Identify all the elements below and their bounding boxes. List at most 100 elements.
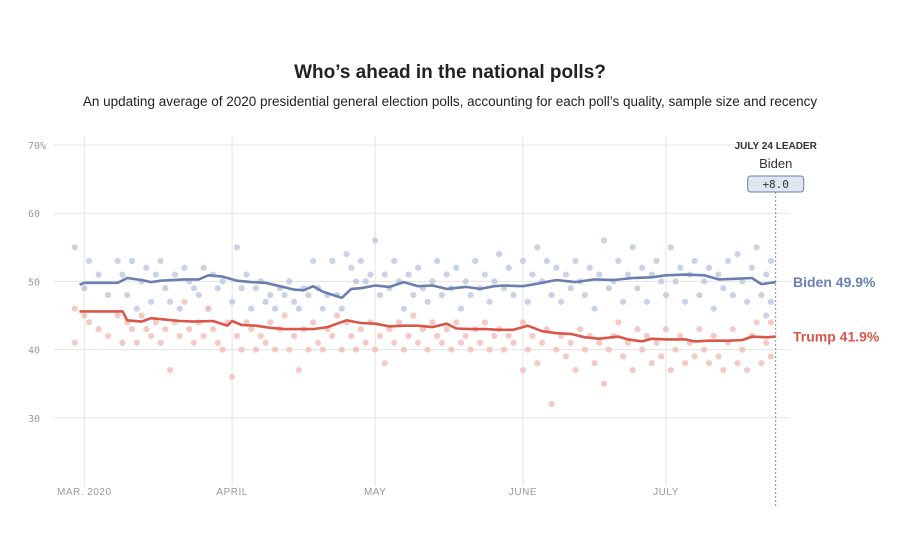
biden-poll-dot [329,257,336,265]
biden-poll-dot [348,264,355,271]
trump-poll-dot [376,332,384,340]
leader-marker[interactable]: JULY 24 LEADER Biden +8.0 [735,141,818,506]
biden-poll-dot [124,291,131,299]
trump-poll-dot [758,360,765,367]
trump-poll-dot [710,332,717,340]
biden-poll-dot [286,278,293,285]
trump-poll-dot [763,339,770,346]
trump-poll-dot [491,332,498,340]
trump-poll-dot [186,326,193,333]
trump-poll-dot [310,319,317,326]
biden-poll-dot [81,285,88,292]
biden-poll-dot [739,278,746,285]
trump-poll-dot [481,319,488,326]
trump-poll-dot [443,326,450,333]
biden-poll-dot [381,271,388,278]
biden-poll-dot [696,291,703,299]
trump-poll-dot [715,353,722,360]
biden-poll-dot [457,305,465,312]
trump-poll-dot [538,339,546,346]
biden-poll-dot [481,271,488,278]
biden-poll-dot [376,291,384,299]
biden-poll-dot [85,257,93,265]
trump-poll-dot [672,346,679,353]
biden-poll-dot [281,291,288,299]
leader-margin-value: +8.0 [762,178,789,191]
trump-poll-dot [624,339,631,346]
biden-poll-dot [176,305,183,312]
trump-poll-dot [519,366,527,374]
trump-poll-dot [405,332,412,340]
trump-poll-dot [658,353,665,360]
trump-poll-dot [524,346,531,353]
trump-final-label: Trump 41.9% [793,329,880,345]
biden-poll-dot [462,278,469,285]
trump-poll-dot [348,332,355,340]
trump-poll-dot [167,366,174,374]
biden-trend-line[interactable] [79,273,776,300]
trump-poll-dot [229,373,236,380]
trump-poll-dot [143,326,150,333]
trump-poll-dot [176,332,183,340]
trump-poll-dot [214,339,221,346]
trump-poll-dot [400,346,407,353]
biden-poll-dot [763,271,770,278]
biden-final-label: Biden 49.9% [793,274,876,290]
biden-poll-dot [681,298,689,305]
y-tick-label: 30 [28,414,40,425]
biden-poll-dot [119,271,126,278]
biden-poll-dot [615,257,622,265]
biden-poll-dot [763,312,770,319]
biden-poll-dot [634,285,641,292]
trump-poll-dot [372,346,379,353]
biden-poll-dot [429,278,436,285]
trump-poll-dot [133,339,140,346]
biden-poll-dot [243,271,250,278]
trump-poll-dot [696,326,703,333]
trump-poll-dot [295,366,302,374]
trump-poll-dot [438,339,446,346]
biden-poll-dot [572,257,579,265]
trump-poll-dot [248,326,255,333]
biden-poll-dot [414,264,422,271]
biden-poll-dot [338,305,345,312]
trump-poll-dot [357,326,364,333]
x-tick-label: JULY [653,487,679,498]
biden-poll-dot [391,257,398,265]
biden-poll-dot [181,264,188,271]
y-tick-label: 70% [28,141,46,152]
trump-poll-dot [147,332,155,340]
trump-poll-dot [486,346,493,353]
trump-poll-dot [681,360,689,367]
biden-poll-dot [367,271,374,278]
biden-poll-dot [190,285,198,292]
biden-poll-dot [167,298,174,305]
grid-layer [54,137,790,486]
trump-poll-dot [639,346,646,353]
biden-poll-dot [219,278,226,285]
biden-poll-dot [510,291,517,299]
biden-poll-dot [295,305,302,312]
trump-poll-dot [381,360,388,367]
trump-poll-dot [648,360,655,367]
biden-poll-dot [233,244,240,251]
biden-poll-dot [410,291,417,299]
trump-poll-dot [281,312,288,319]
biden-poll-dot [543,257,550,265]
biden-poll-dot [629,244,636,251]
trump-poll-dot [453,319,460,326]
biden-poll-dot [424,298,431,305]
trump-poll-dot [262,339,269,346]
trump-poll-dot [362,339,369,346]
biden-poll-dot [620,298,627,305]
x-tick-label: MAY [364,487,386,498]
trump-poll-dot [653,339,660,346]
biden-poll-dot [357,257,364,265]
trump-poll-dot [257,332,264,340]
trump-trend-line[interactable] [79,310,776,343]
biden-poll-dot [720,285,727,292]
biden-poll-dot [519,257,527,265]
biden-poll-dot [147,298,155,305]
biden-poll-dot [605,285,612,292]
